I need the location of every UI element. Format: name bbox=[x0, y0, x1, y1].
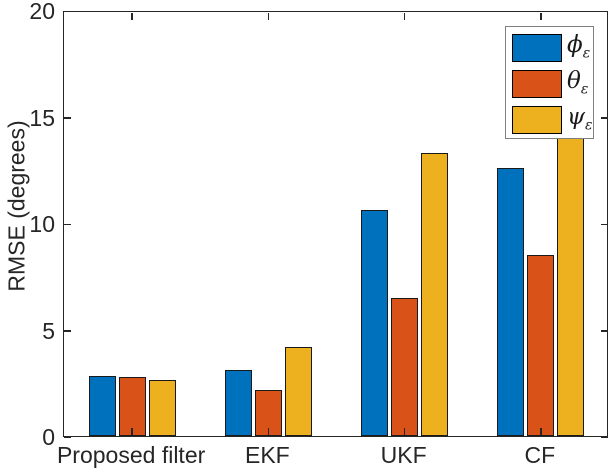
x-tick-bottom-cf bbox=[540, 428, 542, 435]
bar-theta-epsilon-cf bbox=[527, 254, 555, 436]
y-tick-right-15 bbox=[600, 117, 608, 119]
x-tick-label-proposed-filter: Proposed filter bbox=[56, 442, 206, 468]
y-tick-left-20 bbox=[64, 10, 71, 12]
legend-entry-phi-epsilon: ϕε bbox=[512, 33, 593, 62]
y-tick-left-10 bbox=[64, 223, 71, 225]
bar-phi-epsilon-proposed-filter bbox=[88, 376, 116, 436]
x-tick-label-ukf: UKF bbox=[380, 442, 427, 468]
legend-label-phi-epsilon: ϕε bbox=[567, 32, 591, 62]
legend-swatch-theta-epsilon bbox=[512, 69, 562, 98]
legend-swatch-psi-epsilon bbox=[512, 105, 562, 134]
x-tick-bottom-ekf bbox=[267, 428, 270, 435]
bar-psi-epsilon-proposed-filter bbox=[148, 379, 176, 436]
x-tick-bottom-ukf bbox=[403, 428, 406, 435]
x-tick-label-cf: CF bbox=[524, 442, 556, 468]
y-tick-right-10 bbox=[600, 223, 608, 225]
bar-theta-epsilon-proposed-filter bbox=[118, 377, 146, 436]
y-axis-label: RMSE (degrees) bbox=[3, 120, 30, 292]
legend-swatch-phi-epsilon bbox=[512, 33, 562, 62]
y-tick-right-5 bbox=[600, 330, 608, 332]
legend-label-psi-epsilon: ψε bbox=[567, 104, 593, 134]
y-tick-left-5 bbox=[64, 330, 71, 332]
y-tick-label-15: 15 bbox=[29, 104, 55, 131]
y-tick-left-0 bbox=[64, 436, 71, 438]
y-tick-left-15 bbox=[64, 117, 71, 119]
bar-psi-epsilon-ekf bbox=[284, 346, 312, 436]
y-tick-label-0: 0 bbox=[42, 424, 55, 450]
y-tick-right-20 bbox=[600, 10, 608, 12]
x-tick-top-proposed-filter bbox=[131, 13, 133, 20]
bar-theta-epsilon-ukf bbox=[391, 297, 419, 436]
legend-entry-theta-epsilon: θε bbox=[512, 69, 593, 98]
bar-psi-epsilon-ukf bbox=[421, 152, 449, 436]
legend-entry-psi-epsilon: ψε bbox=[512, 105, 593, 134]
legend: ϕε θε ψε bbox=[505, 26, 594, 139]
y-tick-label-5: 5 bbox=[42, 317, 55, 344]
x-tick-label-ekf: EKF bbox=[245, 442, 290, 468]
x-tick-top-ekf bbox=[267, 13, 270, 20]
bar-phi-epsilon-ekf bbox=[224, 369, 252, 436]
y-tick-label-20: 20 bbox=[29, 0, 55, 24]
bar-phi-epsilon-ukf bbox=[361, 210, 389, 436]
bar-psi-epsilon-cf bbox=[557, 133, 585, 436]
x-tick-top-cf bbox=[540, 13, 542, 20]
bar-phi-epsilon-cf bbox=[497, 167, 525, 436]
y-tick-label-10: 10 bbox=[29, 211, 55, 237]
y-tick-right-0 bbox=[600, 436, 608, 438]
legend-label-theta-epsilon: θε bbox=[567, 68, 589, 98]
x-tick-top-ukf bbox=[403, 13, 406, 20]
x-tick-bottom-proposed-filter bbox=[131, 428, 133, 435]
